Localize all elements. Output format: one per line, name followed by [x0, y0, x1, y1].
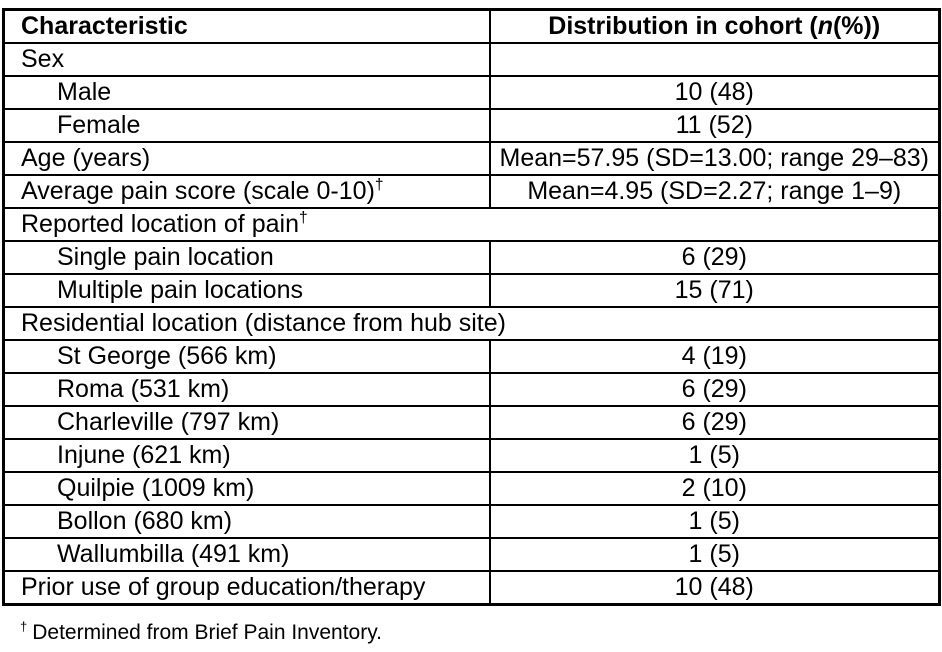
characteristic-label: Average pain score (scale 0-10)†: [2, 174, 491, 209]
distribution-value: 1 (5): [488, 504, 941, 539]
characteristic-label: Age (years): [2, 141, 491, 176]
characteristic-label: Residential location (distance from hub …: [2, 306, 941, 341]
characteristics-table: Characteristic Distribution in cohort (n…: [2, 8, 941, 606]
distribution-value: 6 (29): [488, 372, 941, 407]
distribution-header-prefix: Distribution in cohort (: [548, 11, 818, 40]
characteristic-label: Wallumbilla (491 km): [2, 537, 491, 572]
footnote-text: Determined from Brief Pain Inventory.: [32, 621, 383, 644]
table-row: Residential location (distance from hub …: [2, 306, 941, 341]
table-row: Sex: [2, 42, 941, 77]
distribution-value: 15 (71): [488, 273, 941, 308]
table-row: Reported location of pain†: [2, 207, 941, 242]
distribution-value: 6 (29): [488, 405, 941, 440]
label-text: Wallumbilla (491 km): [57, 539, 290, 568]
characteristic-label: Reported location of pain†: [2, 207, 941, 242]
characteristic-label: Female: [2, 108, 491, 143]
label-text: Female: [57, 110, 141, 139]
table-row: Age (years) Mean=57.95 (SD=13.00; range 2…: [2, 141, 941, 176]
dagger-superscript: †: [298, 209, 308, 227]
label-text: Roma (531 km): [57, 374, 230, 403]
characteristic-label: St George (566 km): [2, 339, 491, 374]
label-text: Sex: [21, 44, 65, 73]
table-body: Sex Male 10 (48) Female 11 (52) Age (years) Me…: [2, 42, 941, 606]
characteristic-label: Male: [2, 75, 491, 110]
label-text: Average pain score (scale 0-10): [21, 176, 375, 205]
table-row: Multiple pain locations 15 (71): [2, 273, 941, 308]
distribution-value: 2 (10): [488, 471, 941, 506]
table-row: Injune (621 km) 1 (5): [2, 438, 941, 473]
label-text: Bollon (680 km): [57, 506, 233, 535]
dagger-symbol: †: [20, 619, 28, 634]
distribution-value: 10 (48): [488, 75, 941, 110]
distribution-value: 1 (5): [488, 537, 941, 572]
characteristic-label: Charleville (797 km): [2, 405, 491, 440]
characteristic-label: Quilpie (1009 km): [2, 471, 491, 506]
label-text: Residential location (distance from hub …: [21, 308, 506, 337]
distribution-value: 10 (48): [488, 570, 941, 606]
distribution-column-header: Distribution in cohort (n(%)): [488, 8, 941, 44]
label-text: St George (566 km): [57, 341, 277, 370]
characteristic-label: Prior use of group education/therapy: [2, 570, 491, 606]
characteristic-label: Single pain location: [2, 240, 491, 275]
table-row: Average pain score (scale 0-10)† Mean=4.9…: [2, 174, 941, 209]
table-row: Quilpie (1009 km) 2 (10): [2, 471, 941, 506]
table-row: Wallumbilla (491 km) 1 (5): [2, 537, 941, 572]
table-row: Prior use of group education/therapy 10 (…: [2, 570, 941, 606]
label-text: Multiple pain locations: [57, 275, 303, 304]
label-text: Prior use of group education/therapy: [21, 572, 426, 601]
characteristic-label: Bollon (680 km): [2, 504, 491, 539]
label-text: Charleville (797 km): [57, 407, 280, 436]
characteristic-label: Roma (531 km): [2, 372, 491, 407]
characteristic-label: Sex: [2, 42, 491, 77]
distribution-value: Mean=57.95 (SD=13.00; range 29–83): [488, 141, 941, 176]
header-row: Characteristic Distribution in cohort (n…: [2, 8, 941, 44]
distribution-value: 1 (5): [488, 438, 941, 473]
distribution-value: 4 (19): [488, 339, 941, 374]
characteristic-label: Injune (621 km): [2, 438, 491, 473]
distribution-value: Mean=4.95 (SD=2.27; range 1–9): [488, 174, 941, 209]
distribution-header-n-italic: n: [817, 11, 833, 40]
label-text: Injune (621 km): [57, 440, 231, 469]
table-row: Female 11 (52): [2, 108, 941, 143]
table-row: St George (566 km) 4 (19): [2, 339, 941, 374]
table-row: Charleville (797 km) 6 (29): [2, 405, 941, 440]
characteristic-label: Multiple pain locations: [2, 273, 491, 308]
table-footnote: † Determined from Brief Pain Inventory.: [20, 619, 942, 645]
table-row: Roma (531 km) 6 (29): [2, 372, 941, 407]
label-text: Male: [57, 77, 112, 106]
characteristic-column-header: Characteristic: [2, 8, 491, 44]
label-text: Reported location of pain: [21, 209, 299, 238]
label-text: Single pain location: [57, 242, 274, 271]
label-text: Quilpie (1009 km): [57, 473, 255, 502]
distribution-value: 11 (52): [488, 108, 941, 143]
table-row: Bollon (680 km) 1 (5): [2, 504, 941, 539]
distribution-header-suffix: (%)): [832, 11, 881, 40]
distribution-value: [488, 42, 941, 77]
table-row: Male 10 (48): [2, 75, 941, 110]
dagger-superscript: †: [374, 176, 384, 194]
distribution-value: 6 (29): [488, 240, 941, 275]
table-row: Single pain location 6 (29): [2, 240, 941, 275]
label-text: Age (years): [21, 143, 151, 172]
